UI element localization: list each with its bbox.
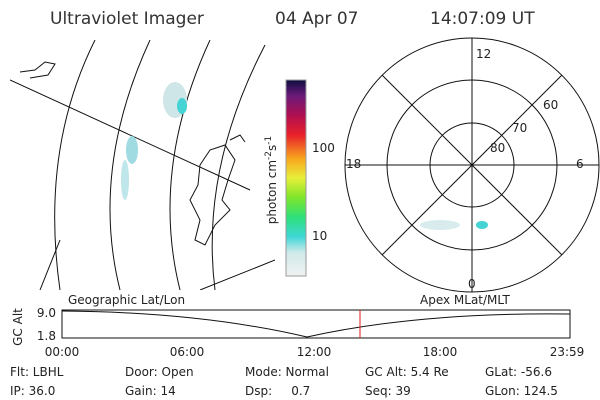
y-label: 9.0 [37,306,56,320]
header-title: Ultraviolet Imager [50,9,204,29]
time-label: 23:59 [550,345,585,359]
polar-spokes [345,38,599,292]
map-grid [10,40,275,290]
time-label: 06:00 [170,345,205,359]
header-time: 14:07:09 UT [430,9,535,29]
axis-label: GC Alt [11,308,25,346]
status-field: Door: Open [125,365,194,379]
hour-label: 12 [476,47,491,61]
ring-label: 80 [490,141,505,155]
status-field: Gain: 14 [125,384,176,398]
status-field: GLat: -56.6 [485,365,552,379]
timeline: Geographic Lat/Lon Apex MLat/MLT GC Alt … [11,293,584,359]
colorbar-tick: 100 [312,141,335,155]
status-field: Mode: Normal [245,365,329,379]
status-field: Seq: 39 [365,384,411,398]
timeline-left-label: Geographic Lat/Lon [68,293,185,307]
header: Ultraviolet Imager 04 Apr 07 14:07:09 UT [50,9,535,29]
time-label: 00:00 [45,345,80,359]
coastline [19,61,246,290]
aurora [121,82,187,200]
polar-plot: 60 70 80 12 0 18 6 [344,37,600,293]
status-field: Dsp: 0.7 [245,384,310,398]
status-field: GC Alt: 5.4 Re [365,365,449,379]
map-panel [10,40,275,290]
colorbar-tick: 10 [312,229,327,243]
timeline-right-label: Apex MLat/MLT [420,293,510,307]
footer: Flt: LBHL Door: Open Mode: Normal GC Alt: 5… [10,365,558,398]
ring-label: 60 [543,98,558,112]
status-field: IP: 36.0 [10,384,55,398]
status-field: GLon: 124.5 [485,384,558,398]
timeline-box [61,309,571,339]
header-date: 04 Apr 07 [275,9,358,29]
altitude-curve [61,310,571,338]
status-field: Flt: LBHL [10,365,64,379]
hour-label: 0 [468,277,476,291]
colorbar-label: photon cm-2s-1 [264,136,279,225]
colorbar [285,79,307,277]
time-label: 18:00 [423,345,458,359]
time-label: 12:00 [297,345,332,359]
ring-label: 70 [512,121,527,135]
y-label: 1.8 [37,329,56,343]
hour-label: 6 [576,157,584,171]
hour-label: 18 [346,157,361,171]
